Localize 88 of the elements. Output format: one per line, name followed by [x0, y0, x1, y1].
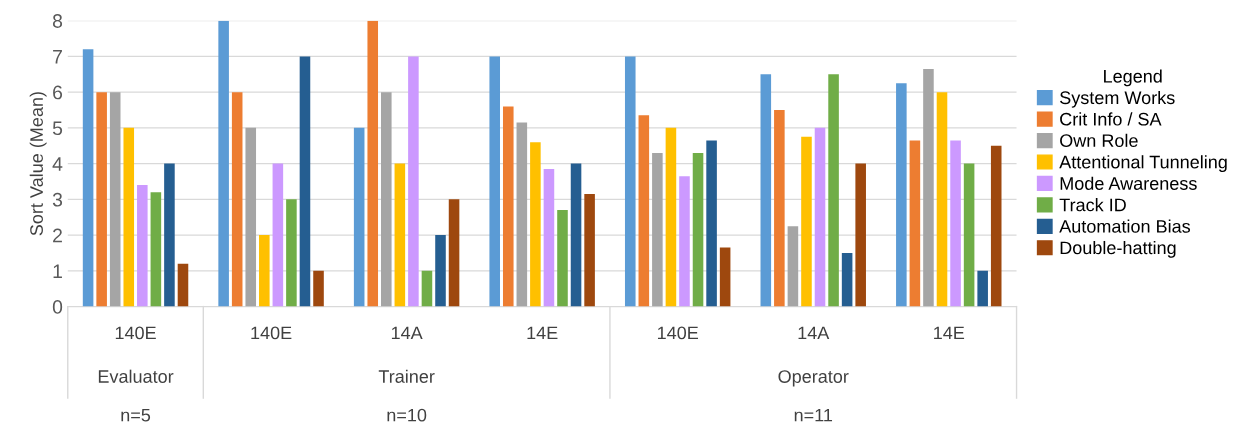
bar — [177, 263, 189, 307]
bar — [557, 210, 568, 307]
bar — [286, 199, 297, 307]
bar — [909, 140, 921, 307]
bar — [801, 136, 812, 307]
x-tick-label: 14E — [934, 326, 965, 340]
text: Operator — [778, 370, 849, 387]
bar — [313, 270, 324, 307]
y-tick-label: 4 — [52, 157, 63, 171]
bar — [923, 68, 934, 307]
bar — [394, 163, 406, 307]
legend-label: Own Role — [1060, 133, 1138, 148]
x-tick-label: 140E — [115, 326, 156, 340]
bar — [692, 152, 704, 307]
bar — [774, 110, 785, 307]
bar — [448, 199, 460, 307]
bar — [150, 192, 162, 307]
y-tick-label: 3 — [52, 192, 63, 207]
text: Trainer — [378, 369, 435, 383]
bar — [381, 92, 392, 307]
bar — [760, 74, 772, 307]
x-tick-label: 140E — [251, 326, 292, 340]
text: n=10 — [387, 408, 427, 422]
bar — [502, 106, 514, 307]
bar — [164, 163, 175, 307]
bar — [218, 20, 229, 307]
bar — [367, 20, 379, 307]
bar — [272, 163, 284, 307]
bar — [435, 235, 446, 307]
legend-label: Attentional Tunneling — [1059, 155, 1227, 173]
text: n=11 — [794, 408, 833, 422]
bar — [245, 127, 257, 307]
bar — [82, 49, 94, 307]
y-tick-label: 5 — [52, 121, 63, 136]
legend-label: System Works — [1060, 90, 1175, 108]
bar — [516, 122, 528, 307]
bar — [96, 92, 107, 307]
bar — [421, 270, 433, 307]
y-tick-label: 0 — [52, 300, 63, 314]
x-tick-label: 140E — [657, 326, 699, 340]
bar — [719, 247, 731, 307]
bar — [936, 92, 948, 307]
bar — [841, 252, 853, 307]
bar — [652, 152, 663, 307]
bar — [706, 140, 717, 307]
bar — [990, 145, 1002, 307]
bar — [638, 115, 650, 307]
bar — [679, 176, 690, 307]
bar — [109, 92, 121, 307]
bar — [259, 235, 270, 307]
bar — [624, 56, 636, 307]
bar — [950, 140, 961, 307]
bar — [231, 92, 243, 307]
bar — [408, 56, 419, 307]
x-tick-label: 14A — [798, 326, 830, 340]
bar — [299, 56, 311, 307]
bar — [855, 163, 866, 307]
y-tick-label: 2 — [53, 228, 62, 243]
bar — [814, 127, 826, 307]
bar — [137, 185, 148, 307]
bar — [353, 127, 365, 307]
legend-label: Double-hatting — [1060, 240, 1176, 258]
x-tick-label: 14E — [527, 326, 558, 340]
bar — [543, 168, 555, 307]
text: Evaluator — [98, 369, 174, 383]
bar — [828, 74, 839, 307]
bar — [787, 226, 799, 307]
bar — [963, 163, 975, 307]
bar — [123, 127, 135, 307]
bar — [896, 83, 907, 307]
bar — [489, 56, 501, 307]
legend-label: Automation Bias — [1059, 219, 1191, 233]
bar — [584, 194, 595, 307]
bar — [665, 127, 677, 307]
bar — [530, 142, 541, 307]
legend-title: Legend — [1104, 69, 1162, 87]
y-tick-label: 7 — [53, 50, 62, 64]
legend-label: Mode Awareness — [1060, 176, 1197, 190]
bar — [570, 163, 582, 307]
legend-label: Crit Info / SA — [1060, 112, 1162, 126]
bar — [977, 270, 988, 307]
text: n=5 — [121, 408, 151, 422]
y-axis-title: Sort Value (Mean) — [29, 92, 47, 236]
y-tick-label: 8 — [52, 14, 63, 28]
y-tick-label: 1 — [53, 264, 62, 278]
y-tick-label: 6 — [53, 85, 63, 100]
legend-label: Track ID — [1059, 198, 1126, 212]
x-tick-label: 14A — [391, 326, 423, 340]
